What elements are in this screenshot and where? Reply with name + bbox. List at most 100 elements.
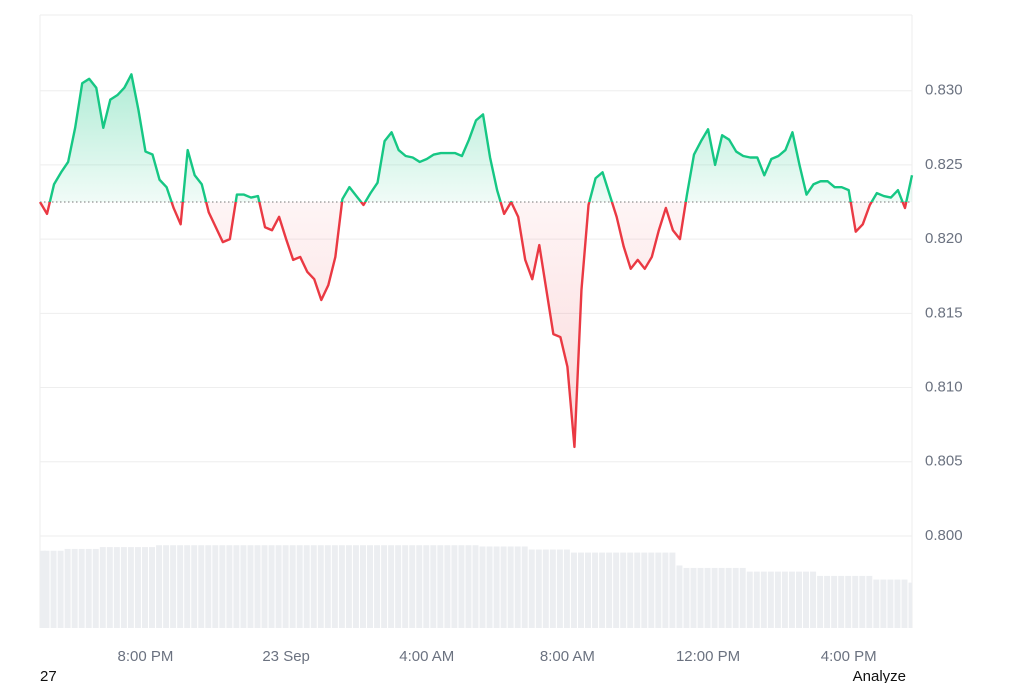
- volume-bar: [507, 546, 514, 628]
- volume-bar: [444, 545, 451, 628]
- volume-bar: [795, 571, 802, 628]
- volume-bar: [718, 567, 725, 628]
- x-tick-label: 12:00 PM: [676, 648, 740, 665]
- volume-bar: [620, 552, 627, 628]
- y-tick-label: 0.805: [925, 453, 963, 470]
- volume-bar: [887, 579, 894, 628]
- volume-bar: [359, 545, 366, 628]
- y-tick-label: 0.810: [925, 379, 963, 396]
- volume-bar: [577, 552, 584, 628]
- volume-bar: [226, 545, 233, 628]
- volume-bar: [289, 545, 296, 628]
- volume-bar: [500, 546, 507, 628]
- volume-bar: [106, 547, 113, 628]
- x-tick-label: 4:00 AM: [399, 648, 454, 665]
- volume-bar: [303, 545, 310, 628]
- volume-bar: [282, 545, 289, 628]
- volume-bar: [465, 545, 472, 628]
- volume-bar: [774, 571, 781, 628]
- volume-bar: [704, 567, 711, 628]
- volume-bar: [676, 565, 683, 628]
- volume-bar: [423, 545, 430, 628]
- volume-bar: [50, 550, 57, 628]
- volume-bar: [908, 582, 912, 628]
- footer-right: Analyze: [853, 668, 906, 683]
- volume-bar: [141, 547, 148, 628]
- volume-bar: [374, 545, 381, 628]
- volume-bar: [198, 545, 205, 628]
- volume-bar: [85, 548, 92, 628]
- volume-bar: [113, 547, 120, 628]
- volume-bar: [205, 545, 212, 628]
- volume-bar: [781, 571, 788, 628]
- volume-bar: [613, 552, 620, 628]
- volume-bar: [78, 548, 85, 628]
- volume-bar: [788, 571, 795, 628]
- volume-bar: [402, 545, 409, 628]
- volume-bar: [810, 571, 817, 628]
- volume-bar: [191, 545, 198, 628]
- volume-bar: [472, 545, 479, 628]
- y-tick-label: 0.825: [925, 156, 963, 173]
- volume-bar: [760, 571, 767, 628]
- volume-bar: [99, 547, 106, 628]
- volume-bar: [655, 552, 662, 628]
- volume-bar: [57, 550, 64, 628]
- volume-bar: [331, 545, 338, 628]
- volume-bar: [831, 575, 838, 628]
- volume-bar: [92, 548, 99, 628]
- volume-bar: [254, 545, 261, 628]
- volume-bar: [177, 545, 184, 628]
- volume-bar: [606, 552, 613, 628]
- volume-bar: [852, 575, 859, 628]
- volume-bar: [479, 546, 486, 628]
- volume-bar: [859, 575, 866, 628]
- volume-bar: [627, 552, 634, 628]
- volume-bar: [767, 571, 774, 628]
- footer-left: 27: [40, 668, 57, 683]
- volume-bar: [739, 567, 746, 628]
- volume-bar: [592, 552, 599, 628]
- volume-bar: [345, 545, 352, 628]
- volume-bar: [845, 575, 852, 628]
- volume-bar: [873, 579, 880, 628]
- volume-bar: [803, 571, 810, 628]
- volume-bar: [690, 567, 697, 628]
- volume-bar: [556, 549, 563, 628]
- volume-bar: [514, 546, 521, 628]
- volume-bar: [570, 552, 577, 628]
- volume-bar: [156, 545, 163, 628]
- volume-bar: [493, 546, 500, 628]
- volume-bar: [894, 579, 901, 628]
- x-tick-label: 23 Sep: [262, 648, 310, 665]
- volume-bar: [120, 547, 127, 628]
- volume-bar: [662, 552, 669, 628]
- volume-bar: [817, 575, 824, 628]
- volume-bar: [240, 545, 247, 628]
- volume-bar: [275, 545, 282, 628]
- volume-bar: [163, 545, 170, 628]
- volume-bar: [324, 545, 331, 628]
- volume-bar: [599, 552, 606, 628]
- volume-bar: [563, 549, 570, 628]
- volume-bar: [746, 571, 753, 628]
- volume-bar: [901, 579, 908, 628]
- volume-bar: [184, 545, 191, 628]
- volume-bar: [247, 545, 254, 628]
- volume-bar: [338, 545, 345, 628]
- volume-bar: [64, 548, 71, 628]
- volume-bar: [697, 567, 704, 628]
- volume-bar: [310, 545, 317, 628]
- volume-bar: [134, 547, 141, 628]
- volume-bar: [381, 545, 388, 628]
- volume-bar: [648, 552, 655, 628]
- volume-bar: [416, 545, 423, 628]
- volume-bar: [409, 545, 416, 628]
- volume-bar: [149, 547, 156, 628]
- volume-bar: [880, 579, 887, 628]
- volume-bar: [838, 575, 845, 628]
- volume-bar: [458, 545, 465, 628]
- volume-bar: [641, 552, 648, 628]
